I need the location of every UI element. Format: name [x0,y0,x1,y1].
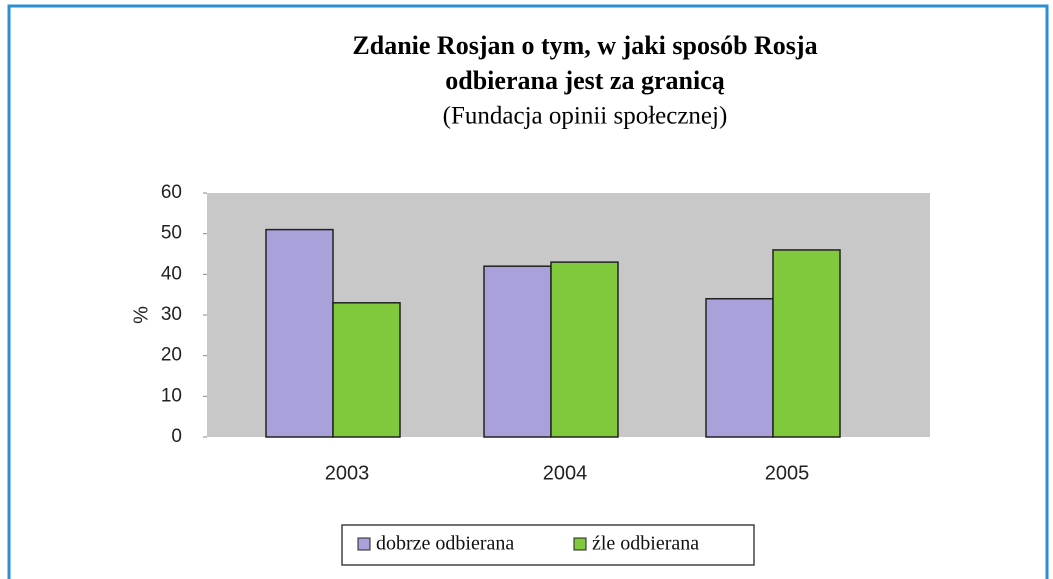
legend-swatch [573,537,587,551]
y-tick-label: 0 [171,426,182,447]
y-tick-label: 60 [161,182,182,203]
frame [7,4,1049,579]
bar [265,228,334,438]
chart-title: odbierana jest za granicą [445,66,724,95]
legend-label: dobrze odbierana [376,533,514,555]
bar [705,297,774,438]
y-tick-label: 40 [161,263,182,284]
bar [550,261,619,438]
legend [341,524,755,566]
y-tick-label: 50 [161,223,182,244]
legend-swatch [357,537,371,551]
y-tick-label: 30 [161,304,182,325]
chart-subtitle: (Fundacja opinii społecznej) [443,103,728,130]
legend-label: źle odbierana [592,533,699,555]
y-tick-label: 10 [161,385,182,406]
y-axis-label: % [130,306,152,324]
bar [332,302,401,438]
chart-title: Zdanie Rosjan o tym, w jaki sposób Rosja [352,31,817,60]
x-tick-label: 2004 [543,462,588,484]
bar [772,249,841,438]
bar [483,265,552,438]
x-tick-label: 2003 [325,462,370,484]
y-tick-label: 20 [161,345,182,366]
x-tick-label: 2005 [765,462,810,484]
